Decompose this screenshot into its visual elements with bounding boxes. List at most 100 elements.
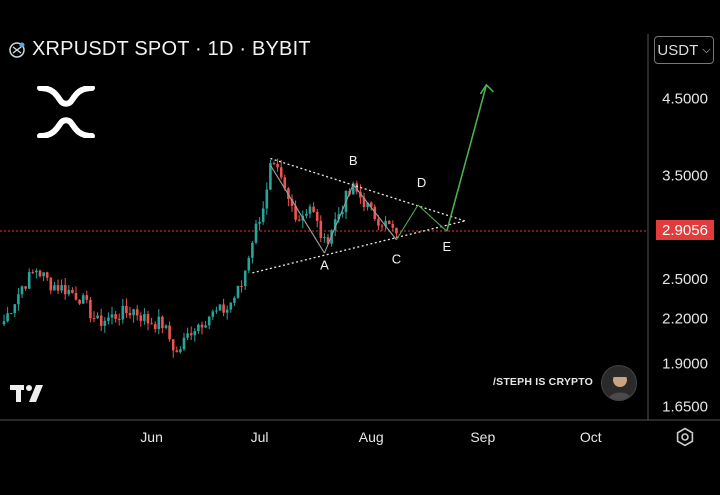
candle-body xyxy=(78,299,81,304)
price-tick-label: 2.2000 xyxy=(662,310,708,327)
xrp-logo xyxy=(37,86,95,138)
author-watermark: /STEPH IS CRYPTO xyxy=(493,376,594,388)
candle-body xyxy=(53,285,56,291)
symbol-header[interactable]: XRPUSDT SPOT · 1D · BYBIT xyxy=(8,38,311,61)
wave-label-e: E xyxy=(442,239,451,254)
candle-body xyxy=(283,177,287,189)
candle-body xyxy=(168,325,171,340)
candle-body xyxy=(6,313,9,322)
candle-body xyxy=(20,286,24,295)
candle-body xyxy=(179,349,182,353)
candle-body xyxy=(92,318,96,320)
current-price-badge: 2.9056 xyxy=(656,220,714,240)
time-tick-label: Oct xyxy=(580,429,602,445)
candle-body xyxy=(377,219,380,226)
time-axis: Jun Jul Aug Sep Oct xyxy=(140,429,601,445)
candle-body xyxy=(107,317,110,321)
time-tick-label: Jul xyxy=(251,429,269,445)
candle-body xyxy=(35,270,38,273)
candle-body xyxy=(211,311,215,317)
candle-body xyxy=(81,295,85,304)
candle-body xyxy=(326,237,330,244)
candle-body xyxy=(218,304,222,311)
candle-body xyxy=(305,213,308,216)
candle-body xyxy=(45,272,49,278)
breakout-arrow xyxy=(446,84,488,232)
price-axis: 4.5000 3.5000 2.5000 2.2000 1.9000 1.6500 xyxy=(662,90,708,415)
triangle-pattern: A B C D E xyxy=(252,83,494,274)
candle-body xyxy=(146,314,150,324)
candle-body xyxy=(333,219,337,231)
candle-body xyxy=(186,333,189,338)
candle-body xyxy=(319,220,323,238)
candle-body xyxy=(384,220,387,227)
candle-body xyxy=(31,272,35,274)
chevron-down-icon: ⌵ xyxy=(702,43,711,56)
wave-path xyxy=(269,164,325,254)
candle-body xyxy=(395,227,398,234)
avatar xyxy=(601,365,637,401)
candle-body xyxy=(207,316,211,326)
candle-body xyxy=(215,310,218,312)
candle-body xyxy=(261,208,265,222)
wave-label-d: D xyxy=(417,175,426,190)
candle-body xyxy=(161,316,164,328)
candle-body xyxy=(380,225,384,227)
candle-body xyxy=(143,314,146,321)
candle-body xyxy=(229,302,233,310)
wave-path xyxy=(395,204,419,241)
candle-body xyxy=(391,224,395,228)
candle-body xyxy=(24,286,27,289)
candle-body xyxy=(182,337,186,350)
candle-body xyxy=(96,315,99,319)
candle-body xyxy=(153,324,157,330)
candle-body xyxy=(323,237,326,239)
candle-body xyxy=(38,270,42,277)
candle-body xyxy=(71,289,74,294)
candle-body xyxy=(85,295,89,300)
wave-path xyxy=(417,204,448,232)
candle-body xyxy=(189,333,193,336)
currency-selector[interactable]: USDT ⌵ xyxy=(654,36,714,64)
candle-body xyxy=(121,305,125,320)
candle-body xyxy=(236,285,240,298)
candle-body xyxy=(9,313,13,315)
candle-body xyxy=(269,163,272,190)
candle-body xyxy=(125,305,128,314)
candle-body xyxy=(204,325,207,328)
arrow-head-icon xyxy=(479,83,494,95)
candle-body xyxy=(369,202,373,207)
candle-body xyxy=(164,325,168,328)
wave-label-b: B xyxy=(349,153,358,168)
candle-body xyxy=(63,285,67,295)
candle-body xyxy=(387,220,391,225)
candle-body xyxy=(110,314,114,318)
candle-body xyxy=(49,277,53,291)
candle-body xyxy=(128,313,132,316)
candle-body xyxy=(254,223,258,243)
candle-body xyxy=(272,163,276,165)
candle-body xyxy=(135,309,139,316)
candle-body xyxy=(312,206,315,212)
candle-body xyxy=(308,206,312,214)
candle-body xyxy=(89,299,92,319)
candle-body xyxy=(315,211,319,221)
candle-body xyxy=(197,324,200,332)
candle-body xyxy=(294,205,297,220)
price-tick-label: 1.9000 xyxy=(662,355,708,372)
candle-body xyxy=(351,183,355,195)
price-tick-label: 1.6500 xyxy=(662,399,708,416)
candle-body xyxy=(150,323,153,325)
candle-body xyxy=(341,212,344,215)
time-tick-label: Aug xyxy=(359,429,384,445)
tradingview-logo xyxy=(10,385,43,402)
candle-body xyxy=(27,272,31,289)
avatar-portrait xyxy=(608,372,632,400)
gear-icon[interactable] xyxy=(675,427,695,447)
candle-body xyxy=(139,315,143,321)
candle-body xyxy=(17,294,20,305)
candle-body xyxy=(251,242,254,258)
wave-path xyxy=(352,184,397,241)
candle-body xyxy=(67,289,71,295)
